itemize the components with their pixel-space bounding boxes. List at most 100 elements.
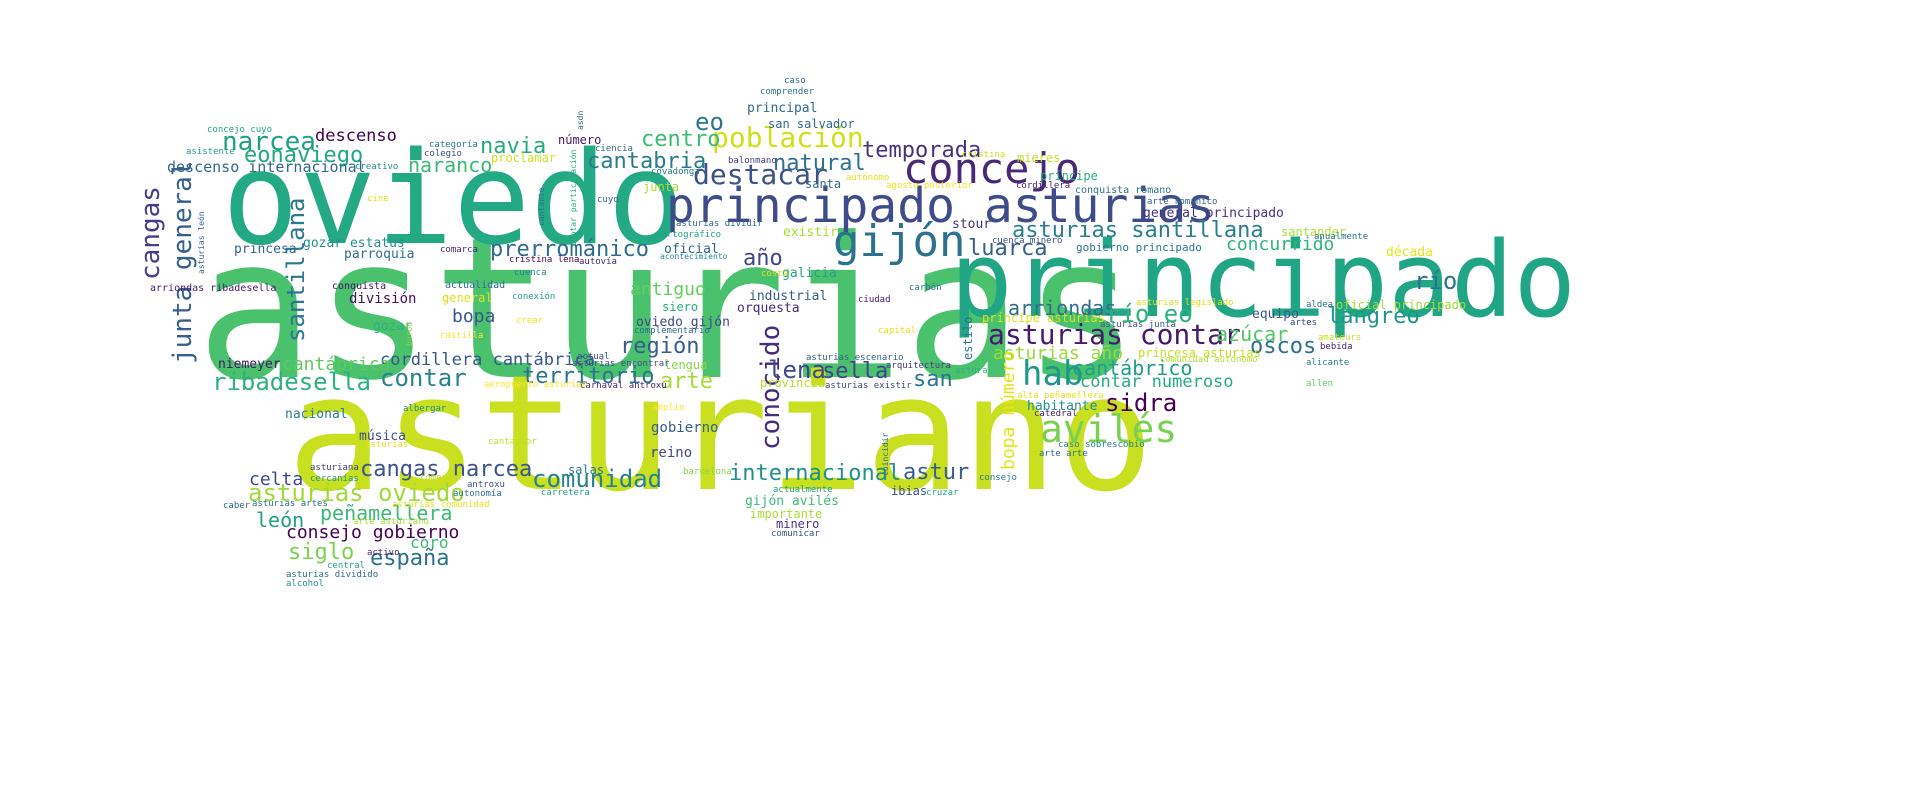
word-autovia: autovía [579, 257, 617, 267]
word-asistente: asistente [186, 147, 235, 157]
word-arte: arte [660, 369, 713, 394]
word-region: región [620, 334, 700, 359]
word-cercanias: cercanías [310, 474, 359, 484]
word-buron: burón [405, 321, 414, 346]
word-carbon: carbón [909, 283, 942, 293]
word-eo: eo [695, 108, 724, 136]
word-celta: celta [249, 469, 304, 490]
word-mieres: mieres [1017, 151, 1061, 165]
word-alcohol: alcohol [286, 579, 324, 589]
word-asturias-junta: asturias junta [1100, 320, 1176, 330]
word-carnaval-antroxu: carnaval antroxu [580, 381, 667, 391]
word-navia: navia [480, 134, 547, 159]
word-bebida: bebida [1320, 342, 1353, 352]
word-poblacion: población [712, 121, 864, 154]
word-comprender: comprender [760, 87, 815, 97]
word-catedral: catedral [1034, 409, 1078, 419]
word-arriondas-ribadesella: arriondas ribadesella [150, 283, 277, 294]
word-carretera: carretera [541, 488, 590, 498]
word-ibias: ibias [891, 484, 928, 498]
word-eonaviego: eonaviego [244, 143, 364, 168]
word-conquista: conquista [332, 281, 387, 292]
word-cangas: cangas [136, 186, 166, 280]
word-caso: caso [784, 76, 806, 86]
word-internacional: internacional [729, 461, 902, 486]
word-asturias: asturias [196, 196, 1141, 424]
word-proclamar: proclamar [491, 151, 557, 165]
word-cantabrico: cantábrico [1072, 356, 1193, 380]
word-asdn: asdn [576, 110, 585, 130]
word-crear: crear [516, 316, 544, 326]
word-cantautor: cantautor [488, 437, 537, 447]
word-hab: hab [1022, 354, 1084, 394]
word-asturiano: asturiano [287, 340, 1154, 527]
word-caso-sobrescobio: caso sobrescobio [1058, 440, 1145, 450]
word-arte-arte: arte arte [1039, 449, 1088, 459]
word-covadonga: covadonga [651, 167, 700, 177]
word-aldea: aldea [1306, 300, 1334, 310]
word-cristina-lena: cristina lena [509, 255, 580, 265]
word-celebrar: celebrar [490, 404, 534, 414]
word-narcea: narcea [222, 127, 316, 157]
word-junta: junta [643, 180, 680, 194]
word-albergar: albergar [403, 404, 447, 414]
word-gijon: gijón [833, 216, 966, 267]
word-existir: existir [783, 225, 838, 240]
word-contar: contar [380, 364, 467, 392]
word-nacional: nacional [285, 407, 348, 422]
word-stour: stour [952, 217, 992, 232]
word-coincidir: coincidir [881, 432, 890, 476]
word-langreo: langreo [1327, 304, 1420, 329]
word-barcelona: barcelona [683, 467, 732, 477]
word-industrial: industrial [749, 289, 828, 304]
word-princesa-asturias: princesa asturias [1138, 346, 1261, 360]
word-caber: caber [223, 501, 251, 511]
word-junta-general: junta general [168, 160, 198, 365]
word-principe: príncipe [1040, 169, 1098, 183]
word-balonmano: balonmano [728, 156, 777, 166]
word-temporada: temporada [862, 138, 982, 163]
word-castilla: castilla [440, 331, 484, 341]
word-niemeyer: niemeyer [218, 357, 281, 372]
word-antiguo: antiguo [630, 279, 706, 300]
word-artes: artes [1290, 318, 1318, 328]
word-aeropuerto-asturias: aeropuerto asturias [484, 380, 587, 390]
word-cuenca: cuenca [514, 268, 547, 278]
word-comunidad-autonomo: comunidad autónomo [1160, 355, 1258, 365]
word-arte-romanico: arte románico [1147, 197, 1218, 207]
word-naranco: naranco [408, 153, 493, 177]
word-asturias-dividido: asturias dividido [286, 570, 379, 580]
word-cantabria: cantabria [587, 149, 707, 174]
word-siero: siero [662, 300, 699, 314]
word-galicia: galicia [782, 266, 837, 281]
word-ciencia: ciencia [595, 144, 633, 154]
word-centro: centro [641, 127, 721, 152]
word-reino: reino [650, 445, 693, 461]
word-destacar: destacar [693, 158, 828, 191]
word-santander: santander [1281, 225, 1347, 239]
word-arquitectura: arquitectura [886, 361, 952, 371]
word-aviles: avilés [1040, 407, 1178, 451]
word-cantabrica: cantábrica [282, 354, 391, 375]
word-autonomia: autonomía [453, 489, 502, 499]
word-antroxu: antroxu [467, 480, 505, 490]
word-comenzar: comenzar [420, 473, 464, 483]
word-costa: costa [761, 269, 789, 279]
word-complementario: complementario [634, 326, 710, 336]
word-alta-penamellera: alta peñamellera [1017, 391, 1104, 401]
word-actual: actual [577, 352, 610, 362]
word-orquesta: orquesta [737, 301, 800, 316]
word-estilo: estilo [961, 316, 975, 360]
word-santillana: santillana [282, 197, 310, 343]
word-decada: década [1386, 245, 1433, 260]
word-minero: minero [776, 517, 820, 531]
word-asturias-encontrar: asturias encontrar [572, 359, 670, 369]
word-siglo: siglo [288, 540, 355, 565]
word-colegio: colegio [424, 149, 462, 159]
word-arriondas: arriondas [1008, 296, 1117, 320]
word-rio: río [1414, 267, 1458, 295]
word-lengua: lengua [664, 358, 708, 372]
word-ribadesella: ribadesella [212, 368, 371, 396]
word-cine: cine [367, 194, 389, 204]
